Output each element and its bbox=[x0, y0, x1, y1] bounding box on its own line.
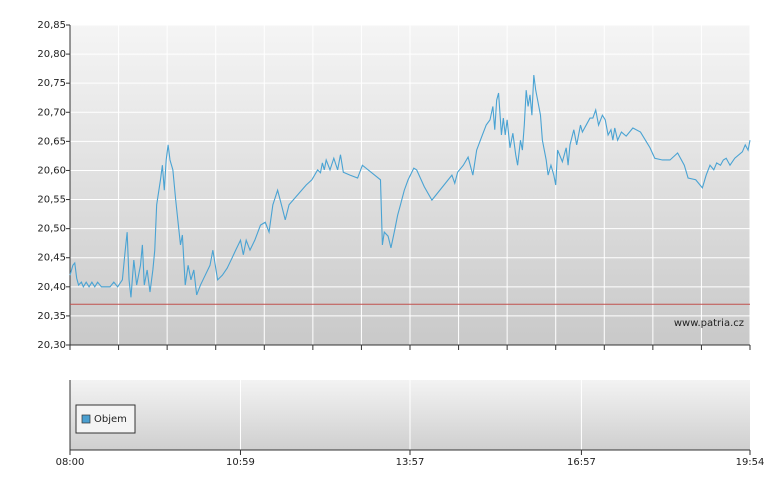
x-tick-label: 08:00 bbox=[56, 457, 85, 468]
y-tick-label: 20,50 bbox=[37, 224, 66, 235]
watermark: www.patria.cz bbox=[674, 318, 744, 329]
y-tick-label: 20,70 bbox=[37, 107, 66, 118]
y-tick-label: 20,60 bbox=[37, 165, 66, 176]
x-tick-label: 16:57 bbox=[567, 457, 596, 468]
y-tick-label: 20,85 bbox=[37, 20, 66, 31]
y-tick-label: 20,65 bbox=[37, 136, 66, 147]
y-tick-label: 20,55 bbox=[37, 195, 66, 206]
x-tick-label: 10:59 bbox=[226, 457, 255, 468]
y-tick-label: 20,35 bbox=[37, 311, 66, 322]
y-tick-label: 20,75 bbox=[37, 78, 66, 89]
legend: Objem bbox=[75, 404, 136, 434]
legend-label: Objem bbox=[94, 414, 127, 425]
x-tick-label: 13:57 bbox=[396, 457, 425, 468]
legend-swatch bbox=[81, 414, 91, 424]
y-tick-label: 20,40 bbox=[37, 282, 66, 293]
y-tick-label: 20,80 bbox=[37, 49, 66, 60]
x-tick-label: 19:54 bbox=[736, 457, 765, 468]
y-tick-label: 20,30 bbox=[37, 340, 66, 351]
price-line bbox=[69, 74, 751, 298]
y-tick-label: 20,45 bbox=[37, 253, 66, 264]
